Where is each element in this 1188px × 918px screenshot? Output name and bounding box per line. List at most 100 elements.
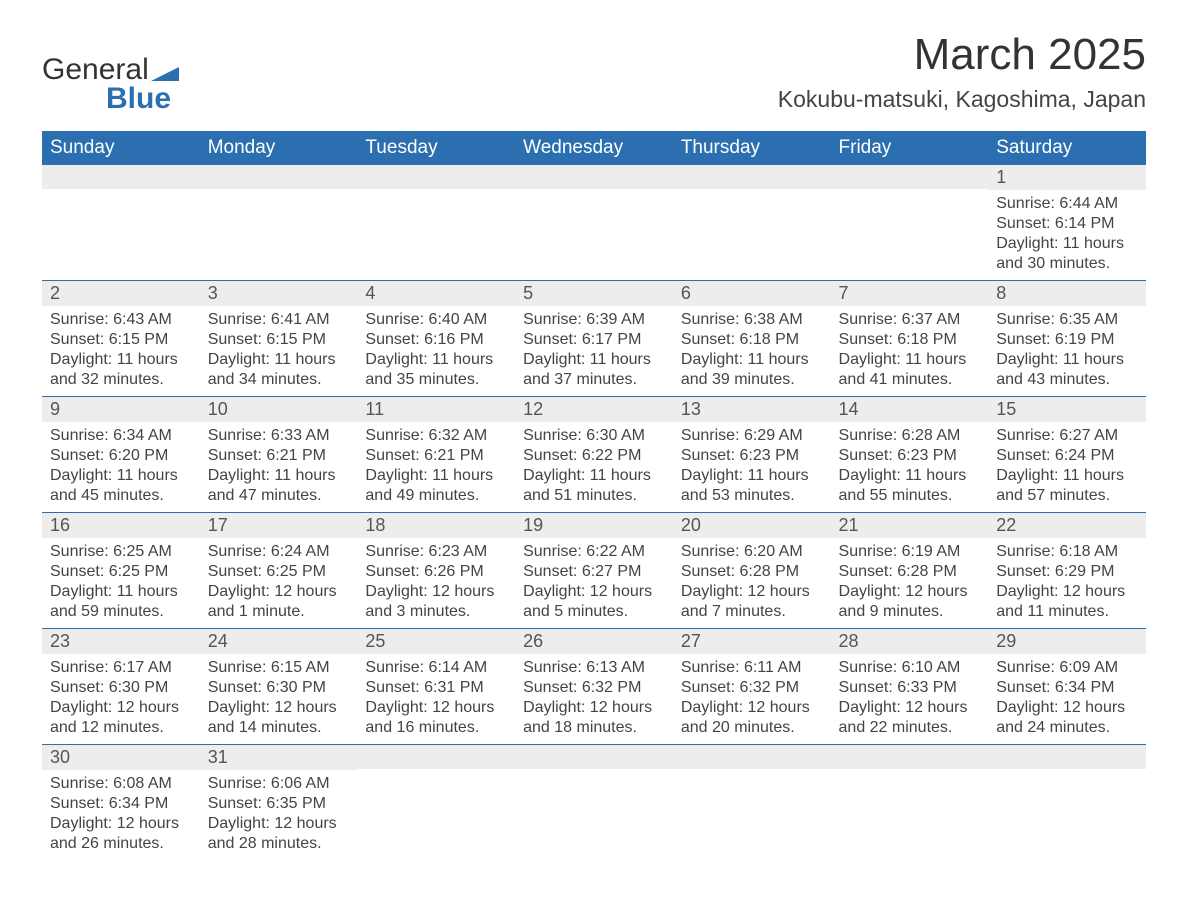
day-number: 11	[357, 397, 515, 422]
header-right: March 2025 Kokubu-matsuki, Kagoshima, Ja…	[778, 30, 1146, 113]
calendar-cell	[831, 745, 989, 861]
sunset: Sunset: 6:15 PM	[208, 330, 350, 350]
daylight: Daylight: 11 hours and 49 minutes.	[365, 466, 507, 506]
calendar-cell: 8Sunrise: 6:35 AMSunset: 6:19 PMDaylight…	[988, 281, 1146, 397]
sunrise: Sunrise: 6:14 AM	[365, 658, 507, 678]
daylight: Daylight: 12 hours and 1 minute.	[208, 582, 350, 622]
daylight: Daylight: 12 hours and 18 minutes.	[523, 698, 665, 738]
calendar-cell: 12Sunrise: 6:30 AMSunset: 6:22 PMDayligh…	[515, 397, 673, 513]
day-number: 27	[673, 629, 831, 654]
day-number: 2	[42, 281, 200, 306]
day-number: 20	[673, 513, 831, 538]
daylight: Daylight: 11 hours and 35 minutes.	[365, 350, 507, 390]
sunrise: Sunrise: 6:44 AM	[996, 194, 1138, 214]
calendar-cell: 19Sunrise: 6:22 AMSunset: 6:27 PMDayligh…	[515, 513, 673, 629]
calendar-cell	[831, 165, 989, 281]
day-number	[515, 745, 673, 769]
day-body: Sunrise: 6:40 AMSunset: 6:16 PMDaylight:…	[357, 306, 515, 396]
calendar-cell: 24Sunrise: 6:15 AMSunset: 6:30 PMDayligh…	[200, 629, 358, 745]
day-number	[357, 165, 515, 189]
day-number	[357, 745, 515, 769]
sunset: Sunset: 6:15 PM	[50, 330, 192, 350]
day-number: 24	[200, 629, 358, 654]
sunset: Sunset: 6:18 PM	[839, 330, 981, 350]
day-number: 6	[673, 281, 831, 306]
day-number	[673, 165, 831, 189]
day-number: 23	[42, 629, 200, 654]
sunset: Sunset: 6:14 PM	[996, 214, 1138, 234]
day-number: 30	[42, 745, 200, 770]
weekday-header: Wednesday	[515, 131, 673, 165]
daylight: Daylight: 11 hours and 43 minutes.	[996, 350, 1138, 390]
day-body: Sunrise: 6:19 AMSunset: 6:28 PMDaylight:…	[831, 538, 989, 628]
sunset: Sunset: 6:19 PM	[996, 330, 1138, 350]
day-number	[831, 165, 989, 189]
weekday-header: Sunday	[42, 131, 200, 165]
header: General Blue March 2025 Kokubu-matsuki, …	[42, 30, 1146, 113]
sunset: Sunset: 6:26 PM	[365, 562, 507, 582]
day-body: Sunrise: 6:14 AMSunset: 6:31 PMDaylight:…	[357, 654, 515, 744]
sunset: Sunset: 6:22 PM	[523, 446, 665, 466]
calendar-cell: 14Sunrise: 6:28 AMSunset: 6:23 PMDayligh…	[831, 397, 989, 513]
calendar-cell: 10Sunrise: 6:33 AMSunset: 6:21 PMDayligh…	[200, 397, 358, 513]
daylight: Daylight: 11 hours and 34 minutes.	[208, 350, 350, 390]
day-body: Sunrise: 6:41 AMSunset: 6:15 PMDaylight:…	[200, 306, 358, 396]
day-number: 8	[988, 281, 1146, 306]
day-number: 12	[515, 397, 673, 422]
calendar-cell	[200, 165, 358, 281]
calendar-cell: 30Sunrise: 6:08 AMSunset: 6:34 PMDayligh…	[42, 745, 200, 861]
calendar-cell: 5Sunrise: 6:39 AMSunset: 6:17 PMDaylight…	[515, 281, 673, 397]
sunrise: Sunrise: 6:43 AM	[50, 310, 192, 330]
daylight: Daylight: 11 hours and 55 minutes.	[839, 466, 981, 506]
calendar-cell: 28Sunrise: 6:10 AMSunset: 6:33 PMDayligh…	[831, 629, 989, 745]
weekday-header: Thursday	[673, 131, 831, 165]
day-number	[988, 745, 1146, 769]
day-number	[831, 745, 989, 769]
sunset: Sunset: 6:27 PM	[523, 562, 665, 582]
sunrise: Sunrise: 6:20 AM	[681, 542, 823, 562]
day-number: 3	[200, 281, 358, 306]
sunset: Sunset: 6:18 PM	[681, 330, 823, 350]
day-number: 7	[831, 281, 989, 306]
calendar-cell: 2Sunrise: 6:43 AMSunset: 6:15 PMDaylight…	[42, 281, 200, 397]
day-body	[515, 769, 673, 849]
calendar-table: SundayMondayTuesdayWednesdayThursdayFrid…	[42, 131, 1146, 860]
day-body: Sunrise: 6:44 AMSunset: 6:14 PMDaylight:…	[988, 190, 1146, 280]
weekday-header: Monday	[200, 131, 358, 165]
day-body	[673, 189, 831, 269]
day-body: Sunrise: 6:24 AMSunset: 6:25 PMDaylight:…	[200, 538, 358, 628]
sunset: Sunset: 6:23 PM	[681, 446, 823, 466]
daylight: Daylight: 11 hours and 39 minutes.	[681, 350, 823, 390]
sunset: Sunset: 6:34 PM	[996, 678, 1138, 698]
sunrise: Sunrise: 6:30 AM	[523, 426, 665, 446]
calendar-cell: 23Sunrise: 6:17 AMSunset: 6:30 PMDayligh…	[42, 629, 200, 745]
sunset: Sunset: 6:23 PM	[839, 446, 981, 466]
calendar-cell	[515, 745, 673, 861]
sunrise: Sunrise: 6:40 AM	[365, 310, 507, 330]
month-title: March 2025	[778, 30, 1146, 80]
location: Kokubu-matsuki, Kagoshima, Japan	[778, 86, 1146, 113]
calendar-cell	[357, 165, 515, 281]
day-number	[42, 165, 200, 189]
calendar-cell: 9Sunrise: 6:34 AMSunset: 6:20 PMDaylight…	[42, 397, 200, 513]
day-number: 10	[200, 397, 358, 422]
day-body: Sunrise: 6:10 AMSunset: 6:33 PMDaylight:…	[831, 654, 989, 744]
day-body: Sunrise: 6:17 AMSunset: 6:30 PMDaylight:…	[42, 654, 200, 744]
day-body: Sunrise: 6:34 AMSunset: 6:20 PMDaylight:…	[42, 422, 200, 512]
daylight: Daylight: 11 hours and 32 minutes.	[50, 350, 192, 390]
day-body: Sunrise: 6:25 AMSunset: 6:25 PMDaylight:…	[42, 538, 200, 628]
sunrise: Sunrise: 6:11 AM	[681, 658, 823, 678]
day-number: 19	[515, 513, 673, 538]
day-body: Sunrise: 6:32 AMSunset: 6:21 PMDaylight:…	[357, 422, 515, 512]
sunset: Sunset: 6:30 PM	[50, 678, 192, 698]
daylight: Daylight: 12 hours and 11 minutes.	[996, 582, 1138, 622]
sunset: Sunset: 6:32 PM	[681, 678, 823, 698]
calendar-cell: 26Sunrise: 6:13 AMSunset: 6:32 PMDayligh…	[515, 629, 673, 745]
sunset: Sunset: 6:17 PM	[523, 330, 665, 350]
day-number: 28	[831, 629, 989, 654]
calendar-cell: 31Sunrise: 6:06 AMSunset: 6:35 PMDayligh…	[200, 745, 358, 861]
day-body: Sunrise: 6:43 AMSunset: 6:15 PMDaylight:…	[42, 306, 200, 396]
weekday-header: Tuesday	[357, 131, 515, 165]
sunset: Sunset: 6:21 PM	[365, 446, 507, 466]
logo: General Blue	[42, 30, 179, 112]
